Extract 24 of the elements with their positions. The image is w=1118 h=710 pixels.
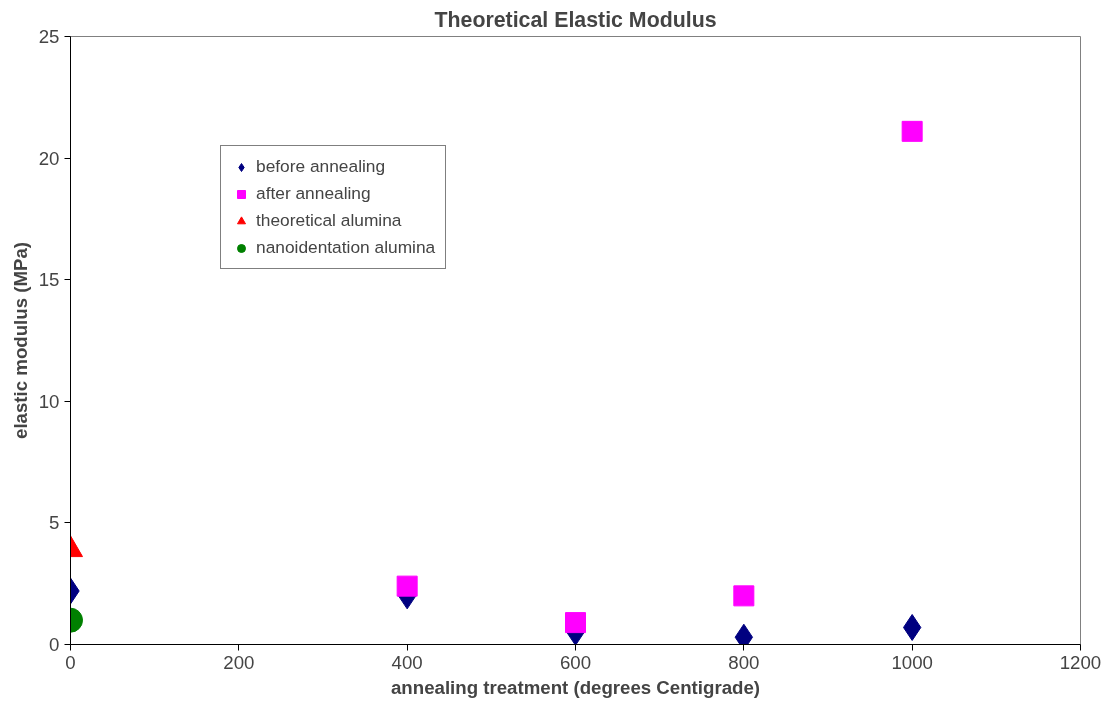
x-tick-label: 800 [728,651,760,673]
y-axis-title: elastic modulus (MPa) [9,242,31,439]
x-tick-label: 0 [65,651,76,673]
legend-label: nanoidentation alumina [256,237,436,258]
y-tick-label: 10 [38,390,60,412]
legend-label: after annealing [256,183,371,204]
x-axis-title: annealing treatment (degrees Centigrade) [390,676,761,698]
legend-label: theoretical alumina [256,210,402,231]
chart-title: Theoretical Elastic Modulus [434,7,717,32]
point [396,575,418,597]
y-tick-label: 5 [49,512,60,534]
y-tick-label: 0 [49,634,60,655]
legend-label: before annealing [256,156,386,177]
x-tick-label: 600 [559,651,592,673]
x-tick-label: 200 [223,651,255,673]
y-tick-label: 25 [38,26,60,47]
x-tick-label: 400 [391,651,423,673]
y-tick-label: 20 [38,147,60,169]
point [733,585,755,607]
y-tick-label: 15 [38,269,60,291]
point [565,612,586,634]
point [901,120,923,142]
x-tick-label: 1000 [891,651,933,673]
x-tick-label: 1200 [1059,651,1102,673]
